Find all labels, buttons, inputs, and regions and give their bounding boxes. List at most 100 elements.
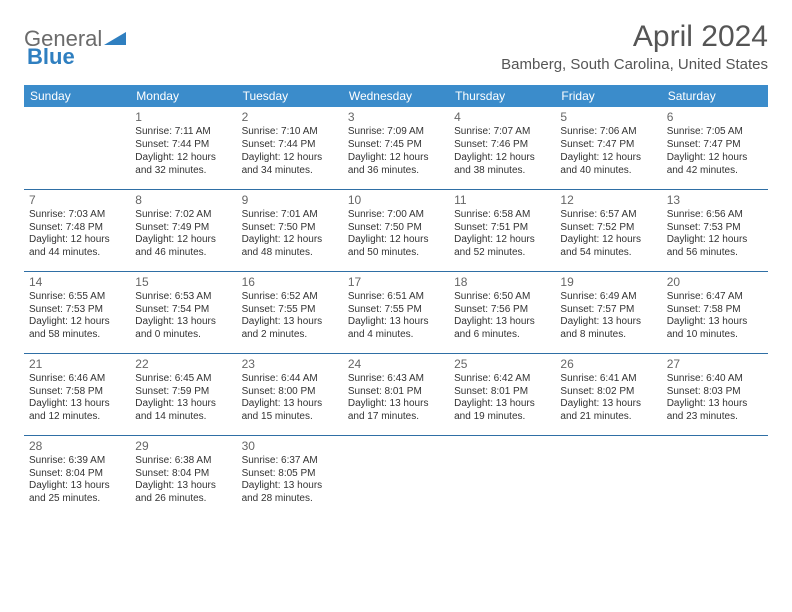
day-info-line: Sunrise: 6:53 AM [135,291,231,304]
day-info-line: Sunrise: 6:41 AM [560,373,656,386]
day-info-line: Sunset: 7:48 PM [29,222,125,235]
day-number: 7 [29,193,125,208]
day-info-line: Sunrise: 7:01 AM [242,209,338,222]
calendar-day-cell: 23Sunrise: 6:44 AMSunset: 8:00 PMDayligh… [237,353,343,435]
day-info-line: Sunset: 7:44 PM [135,139,231,152]
calendar-body: 1Sunrise: 7:11 AMSunset: 7:44 PMDaylight… [24,107,768,517]
day-info-line: Sunrise: 7:09 AM [348,126,444,139]
calendar-day-cell: 7Sunrise: 7:03 AMSunset: 7:48 PMDaylight… [24,189,130,271]
day-info-line: and 44 minutes. [29,247,125,260]
day-info-line: Sunrise: 6:43 AM [348,373,444,386]
day-info-line: Daylight: 13 hours [348,316,444,329]
calendar-table: SundayMondayTuesdayWednesdayThursdayFrid… [24,85,768,517]
day-info-line: and 23 minutes. [667,411,763,424]
calendar-day-cell: 11Sunrise: 6:58 AMSunset: 7:51 PMDayligh… [449,189,555,271]
day-info-line: and 6 minutes. [454,329,550,342]
day-info-line: Sunset: 8:05 PM [242,468,338,481]
calendar-day-cell: 15Sunrise: 6:53 AMSunset: 7:54 PMDayligh… [130,271,236,353]
day-info-line: Daylight: 12 hours [348,152,444,165]
day-info-line: Daylight: 13 hours [135,480,231,493]
day-info-line: Sunrise: 6:45 AM [135,373,231,386]
calendar-day-cell [343,435,449,517]
month-title: April 2024 [501,20,768,54]
calendar-day-cell: 20Sunrise: 6:47 AMSunset: 7:58 PMDayligh… [662,271,768,353]
calendar-day-cell: 27Sunrise: 6:40 AMSunset: 8:03 PMDayligh… [662,353,768,435]
day-info-line: Sunrise: 6:51 AM [348,291,444,304]
day-info-line: and 2 minutes. [242,329,338,342]
day-info-line: and 4 minutes. [348,329,444,342]
day-info-line: and 14 minutes. [135,411,231,424]
day-info-line: Sunrise: 6:50 AM [454,291,550,304]
day-info-line: Daylight: 13 hours [135,316,231,329]
day-info-line: Sunset: 7:55 PM [242,304,338,317]
day-info-line: and 26 minutes. [135,493,231,506]
day-number: 18 [454,275,550,290]
day-info-line: Sunset: 7:58 PM [667,304,763,317]
calendar-day-cell: 10Sunrise: 7:00 AMSunset: 7:50 PMDayligh… [343,189,449,271]
day-number: 28 [29,439,125,454]
day-info-line: Sunset: 7:47 PM [667,139,763,152]
calendar-day-cell: 26Sunrise: 6:41 AMSunset: 8:02 PMDayligh… [555,353,661,435]
day-info-line: Sunset: 7:53 PM [29,304,125,317]
day-info-line: Sunrise: 6:47 AM [667,291,763,304]
calendar-day-cell: 24Sunrise: 6:43 AMSunset: 8:01 PMDayligh… [343,353,449,435]
day-info-line: and 38 minutes. [454,165,550,178]
day-info-line: Daylight: 12 hours [454,152,550,165]
header: General April 2024 Bamberg, South Caroli… [24,20,768,73]
day-info-line: Sunset: 7:59 PM [135,386,231,399]
day-info-line: Daylight: 12 hours [135,152,231,165]
logo-triangle-icon [104,28,126,51]
day-info-line: Sunset: 7:51 PM [454,222,550,235]
day-info-line: Sunset: 8:02 PM [560,386,656,399]
day-info-line: Sunset: 7:45 PM [348,139,444,152]
day-info-line: Daylight: 13 hours [242,316,338,329]
calendar-day-cell [449,435,555,517]
day-number: 17 [348,275,444,290]
day-info-line: Sunrise: 7:07 AM [454,126,550,139]
day-info-line: Sunrise: 6:49 AM [560,291,656,304]
day-info-line: Sunset: 7:55 PM [348,304,444,317]
day-info-line: and 48 minutes. [242,247,338,260]
day-number: 24 [348,357,444,372]
day-info-line: Daylight: 13 hours [560,316,656,329]
day-info-line: and 40 minutes. [560,165,656,178]
day-info-line: Daylight: 13 hours [29,480,125,493]
calendar-day-cell: 19Sunrise: 6:49 AMSunset: 7:57 PMDayligh… [555,271,661,353]
day-info-line: Sunset: 7:49 PM [135,222,231,235]
calendar-day-cell: 4Sunrise: 7:07 AMSunset: 7:46 PMDaylight… [449,107,555,189]
day-info-line: Daylight: 13 hours [454,316,550,329]
calendar-day-cell: 21Sunrise: 6:46 AMSunset: 7:58 PMDayligh… [24,353,130,435]
day-info-line: Sunrise: 6:44 AM [242,373,338,386]
day-number: 4 [454,110,550,125]
day-info-line: Sunset: 7:58 PM [29,386,125,399]
day-info-line: Daylight: 13 hours [242,480,338,493]
calendar-day-cell: 2Sunrise: 7:10 AMSunset: 7:44 PMDaylight… [237,107,343,189]
day-info-line: and 56 minutes. [667,247,763,260]
calendar-day-cell: 22Sunrise: 6:45 AMSunset: 7:59 PMDayligh… [130,353,236,435]
day-info-line: and 58 minutes. [29,329,125,342]
weekday-header: Wednesday [343,85,449,107]
calendar-week-row: 1Sunrise: 7:11 AMSunset: 7:44 PMDaylight… [24,107,768,189]
day-number: 9 [242,193,338,208]
day-info-line: and 52 minutes. [454,247,550,260]
day-info-line: Daylight: 12 hours [667,234,763,247]
day-info-line: Daylight: 13 hours [242,398,338,411]
day-info-line: Sunrise: 6:57 AM [560,209,656,222]
calendar-week-row: 21Sunrise: 6:46 AMSunset: 7:58 PMDayligh… [24,353,768,435]
day-number: 21 [29,357,125,372]
day-info-line: and 21 minutes. [560,411,656,424]
day-info-line: Daylight: 12 hours [560,152,656,165]
day-info-line: Sunset: 7:53 PM [667,222,763,235]
day-info-line: Daylight: 12 hours [29,234,125,247]
logo-text-part2-wrap: Blue [27,44,75,70]
weekday-header: Monday [130,85,236,107]
day-number: 19 [560,275,656,290]
day-info-line: Sunrise: 6:56 AM [667,209,763,222]
day-info-line: Daylight: 13 hours [560,398,656,411]
day-info-line: Sunset: 7:56 PM [454,304,550,317]
day-number: 6 [667,110,763,125]
calendar-day-cell [555,435,661,517]
day-info-line: Sunset: 8:03 PM [667,386,763,399]
day-info-line: and 46 minutes. [135,247,231,260]
calendar-day-cell [24,107,130,189]
